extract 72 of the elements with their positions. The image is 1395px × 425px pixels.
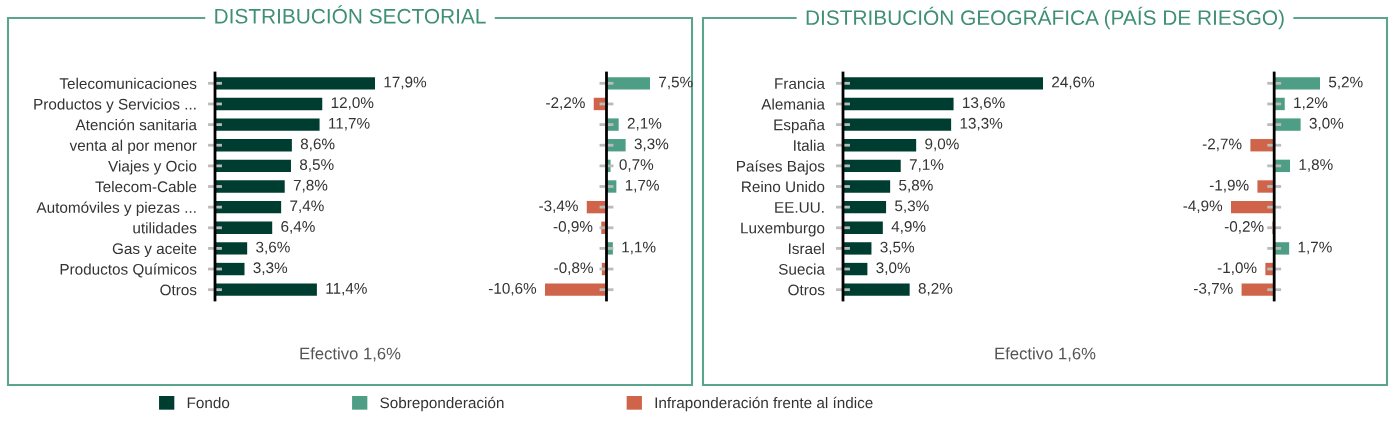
chart-title: DISTRIBUCIÓN GEOGRÁFICA (PAÍS DE RIESGO) <box>806 6 1284 30</box>
y-tick-label: Países Bajos <box>737 160 825 175</box>
data-label: -2,7% <box>1202 138 1242 152</box>
chart-title: DISTRIBUCIÓN SECTORIAL <box>215 5 486 24</box>
data-label: 1,7% <box>1298 241 1332 255</box>
legend-label: Fondo <box>187 397 230 409</box>
data-label: 3,6% <box>256 241 290 255</box>
y-tick-label: Telecomunicaciones <box>59 77 197 89</box>
data-label: 1,2% <box>1294 97 1328 110</box>
data-label: -4,9% <box>1183 200 1223 214</box>
y-tick-label: Suecia <box>778 263 825 275</box>
data-label: 3,3% <box>253 262 288 275</box>
data-label: 1,7% <box>625 179 659 193</box>
data-label: 3,0% <box>876 262 910 275</box>
data-label: 1,1% <box>622 241 656 255</box>
legend-label: Sobreponderación <box>380 396 504 412</box>
data-label: 8,2% <box>918 282 953 296</box>
data-label: 17,9% <box>384 76 427 90</box>
y-tick-label: Reino Unido <box>742 180 825 193</box>
data-label: 13,6% <box>963 97 1005 110</box>
data-label: -10,6% <box>488 282 537 296</box>
y-tick-label: Israel <box>789 242 824 255</box>
y-tick-label: Viajes y Ocio <box>108 160 197 175</box>
data-label: 1,8% <box>1299 159 1333 172</box>
data-label: -0,9% <box>553 221 593 234</box>
data-label: 11,7% <box>329 117 370 131</box>
data-label: 5,3% <box>895 200 929 214</box>
data-label: 6,4% <box>281 221 315 234</box>
data-label: 3,3% <box>634 138 669 152</box>
y-tick-label: Gas y aceite <box>112 242 197 258</box>
data-label: -0,8% <box>554 262 593 275</box>
data-label: 12,0% <box>331 97 374 110</box>
data-label: 7,8% <box>293 179 328 193</box>
data-label: -0,2% <box>1224 221 1264 234</box>
y-tick-label: Productos y Servicios ... <box>34 98 196 113</box>
data-label: 3,5% <box>880 241 915 255</box>
data-label: 5,8% <box>899 179 933 193</box>
data-label: 24,6% <box>1052 76 1095 90</box>
data-label: 3,0% <box>1309 117 1344 131</box>
y-tick-label: Productos Químicos <box>60 263 197 278</box>
y-tick-label: Otros <box>160 284 197 296</box>
y-tick-label: Alemania <box>761 98 825 110</box>
data-label: 5,2% <box>1328 76 1363 90</box>
y-tick-label: Francia <box>775 77 825 89</box>
data-label: 2,1% <box>627 117 662 131</box>
y-tick-label: Italia <box>794 139 825 151</box>
data-label: 8,6% <box>300 138 335 152</box>
legend-label: Infraponderación frente al índice <box>655 396 873 412</box>
y-tick-label: Otros <box>788 284 825 296</box>
y-tick-label: utilidades <box>133 222 197 234</box>
text: Efectivo 1,6% <box>995 347 1096 362</box>
y-tick-label: España <box>774 119 825 134</box>
data-label: -2,2% <box>546 97 585 110</box>
text: Efectivo 1,6% <box>300 347 401 362</box>
data-label: 7,1% <box>909 159 944 172</box>
data-label: -3,4% <box>539 200 578 214</box>
y-tick-label: Luxemburgo <box>741 222 825 237</box>
data-label: 8,5% <box>299 159 334 172</box>
y-tick-label: Telecom-Cable <box>95 180 197 193</box>
y-tick-label: Atención sanitaria <box>75 118 197 131</box>
y-tick-label: EE.UU. <box>775 202 824 213</box>
data-label: 9,0% <box>925 138 959 152</box>
data-label: 0,7% <box>619 159 654 172</box>
data-label: 11,4% <box>326 283 367 296</box>
data-label: 13,3% <box>960 117 1003 131</box>
data-label: 7,4% <box>290 200 324 214</box>
y-tick-label: Automóviles y piezas ... <box>36 201 196 216</box>
y-tick-label: venta al por menor <box>69 139 197 154</box>
data-label: -1,9% <box>1209 179 1249 193</box>
data-label: -1,0% <box>1217 262 1257 275</box>
data-label: 4,9% <box>891 221 926 234</box>
data-label: -3,7% <box>1194 282 1233 296</box>
